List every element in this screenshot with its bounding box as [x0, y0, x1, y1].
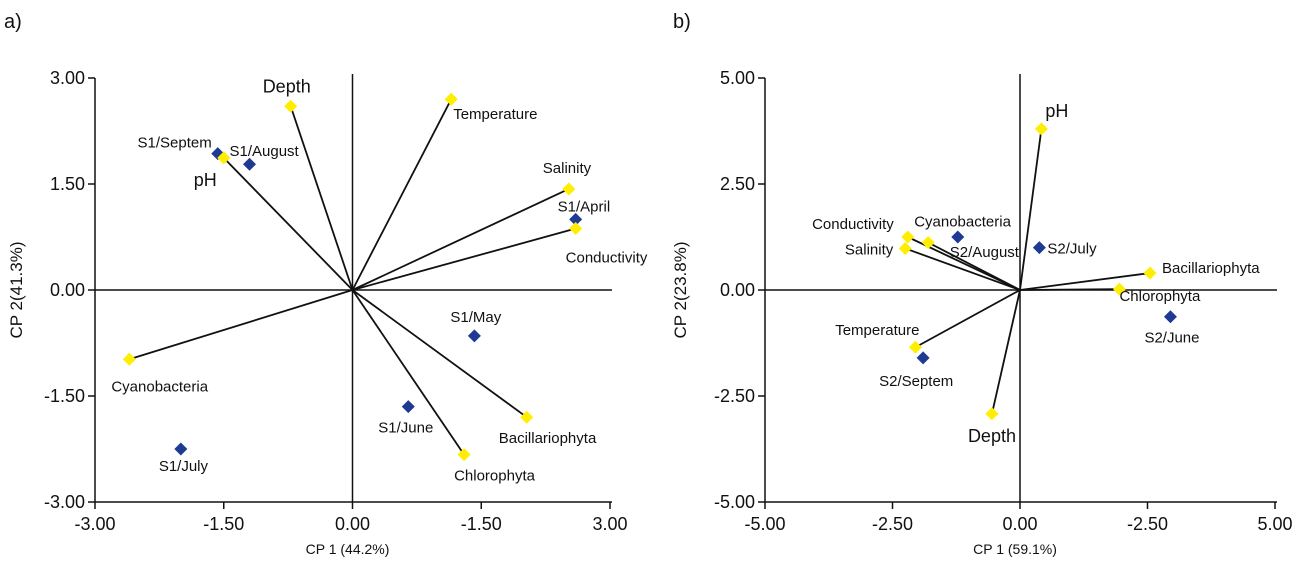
panel-letter: a) — [4, 11, 22, 33]
variable-point — [898, 241, 912, 255]
variable-vector — [351, 289, 528, 418]
variable-point — [921, 236, 935, 250]
x-tick-label: 5.00 — [1257, 514, 1292, 534]
panel-letter: b) — [673, 11, 691, 33]
variable-vector — [129, 289, 353, 361]
variable-label: Depth — [968, 426, 1016, 446]
y-tick-label: -3.00 — [44, 492, 85, 512]
variable-point — [217, 151, 231, 165]
variable-label: Depth — [263, 76, 311, 96]
sample-label: S2/August — [950, 244, 1020, 261]
sample-point — [1032, 241, 1046, 255]
sample-point — [401, 400, 415, 414]
variable-point — [444, 92, 458, 106]
variable-vector — [223, 157, 354, 291]
variable-vector — [351, 98, 453, 291]
x-axis-label: CP 1 (59.1%) — [973, 541, 1057, 557]
sample-label: S1/May — [450, 309, 501, 326]
y-tick-label: -5.00 — [714, 492, 755, 512]
variable-vector — [1019, 272, 1151, 291]
y-tick-label: 5.00 — [720, 68, 755, 88]
variable-point — [562, 182, 576, 196]
variable-point — [1112, 282, 1126, 296]
variable-label: Bacillariophyta — [1162, 260, 1260, 277]
variable-point — [901, 230, 915, 244]
variable-label: Conductivity — [566, 250, 648, 267]
sample-label: S1/Septem — [138, 135, 212, 152]
variable-vector — [351, 289, 465, 456]
variable-point — [284, 99, 298, 113]
sample-point — [569, 212, 583, 226]
x-tick-label: -1.50 — [203, 514, 244, 534]
x-tick-label: -3.00 — [74, 514, 115, 534]
biplot-panel-b: b) -5.00 -2.50 0.00 -2.50 5.00 -5.00 -2.50 0.00 2… — [671, 11, 1293, 557]
y-axis-label: CP 2(41.3%) — [7, 241, 26, 338]
variable-point — [457, 448, 471, 462]
variable-point — [1143, 266, 1157, 280]
x-tick-label: 3.00 — [592, 514, 627, 534]
variable-vector — [1019, 288, 1120, 291]
variable-vector — [904, 247, 1021, 291]
variable-vector — [352, 188, 570, 291]
sample-label: S1/April — [558, 198, 611, 215]
sample-point — [951, 230, 965, 244]
y-tick-label: 0.00 — [50, 280, 85, 300]
y-tick-label: 2.50 — [720, 174, 755, 194]
variable-point — [520, 410, 534, 424]
variable-vector — [991, 289, 1021, 415]
sample-point — [916, 351, 930, 365]
y-tick-label: 0.00 — [720, 280, 755, 300]
variable-label: Chlorophyta — [454, 468, 536, 485]
x-tick-label: -2.50 — [872, 514, 913, 534]
y-axis-label: CP 2(23.8%) — [671, 241, 690, 338]
x-tick-label: 0.00 — [1002, 514, 1037, 534]
variable-point — [908, 340, 922, 354]
variable-vector — [927, 241, 1021, 291]
x-tick-label: 0.00 — [335, 514, 370, 534]
sample-label: S2/Septem — [879, 373, 953, 390]
y-tick-label: 3.00 — [50, 68, 85, 88]
variable-vector — [1019, 128, 1043, 291]
x-axis-label: CP 1 (44.2%) — [306, 541, 390, 557]
variable-point — [122, 352, 136, 366]
x-tick-label: -2.50 — [1127, 514, 1168, 534]
biplot-panel-a: a) -3.00 -1.50 0.00 -1.50 3.00 -3.00 -1.50 0.00 1… — [4, 11, 648, 557]
y-tick-label: -1.50 — [44, 386, 85, 406]
variable-vector — [915, 289, 1021, 349]
variable-label: pH — [194, 170, 217, 190]
variable-point — [569, 222, 583, 236]
variable-label: Cyanobacteria — [111, 378, 208, 395]
y-tick-label: -2.50 — [714, 386, 755, 406]
variable-label: Temperature — [835, 322, 919, 339]
x-tick-label: -1.50 — [461, 514, 502, 534]
sample-label: S1/August — [230, 143, 300, 160]
variable-label: pH — [1045, 101, 1068, 121]
variable-label: Temperature — [453, 106, 537, 123]
variable-label: Bacillariophyta — [499, 430, 597, 447]
variable-vector — [289, 105, 354, 291]
sample-point — [467, 329, 481, 343]
variable-point — [985, 407, 999, 421]
sample-point — [243, 157, 256, 171]
variable-vector — [352, 227, 576, 291]
variable-label: Chlorophyta — [1119, 288, 1201, 305]
variable-label: Salinity — [543, 160, 592, 177]
y-tick-label: 1.50 — [50, 174, 85, 194]
sample-label: S1/July — [159, 458, 209, 475]
variable-label: Salinity — [845, 241, 894, 258]
sample-label: S2/July — [1047, 241, 1097, 258]
variable-point — [1034, 122, 1048, 136]
sample-point — [174, 442, 188, 456]
variable-label: Conductivity — [812, 216, 894, 233]
sample-point — [1163, 310, 1177, 324]
variable-label: Cyanobacteria — [914, 214, 1011, 231]
sample-label: S2/June — [1144, 330, 1199, 347]
sample-label: S1/June — [378, 420, 433, 437]
x-tick-label: -5.00 — [744, 514, 785, 534]
